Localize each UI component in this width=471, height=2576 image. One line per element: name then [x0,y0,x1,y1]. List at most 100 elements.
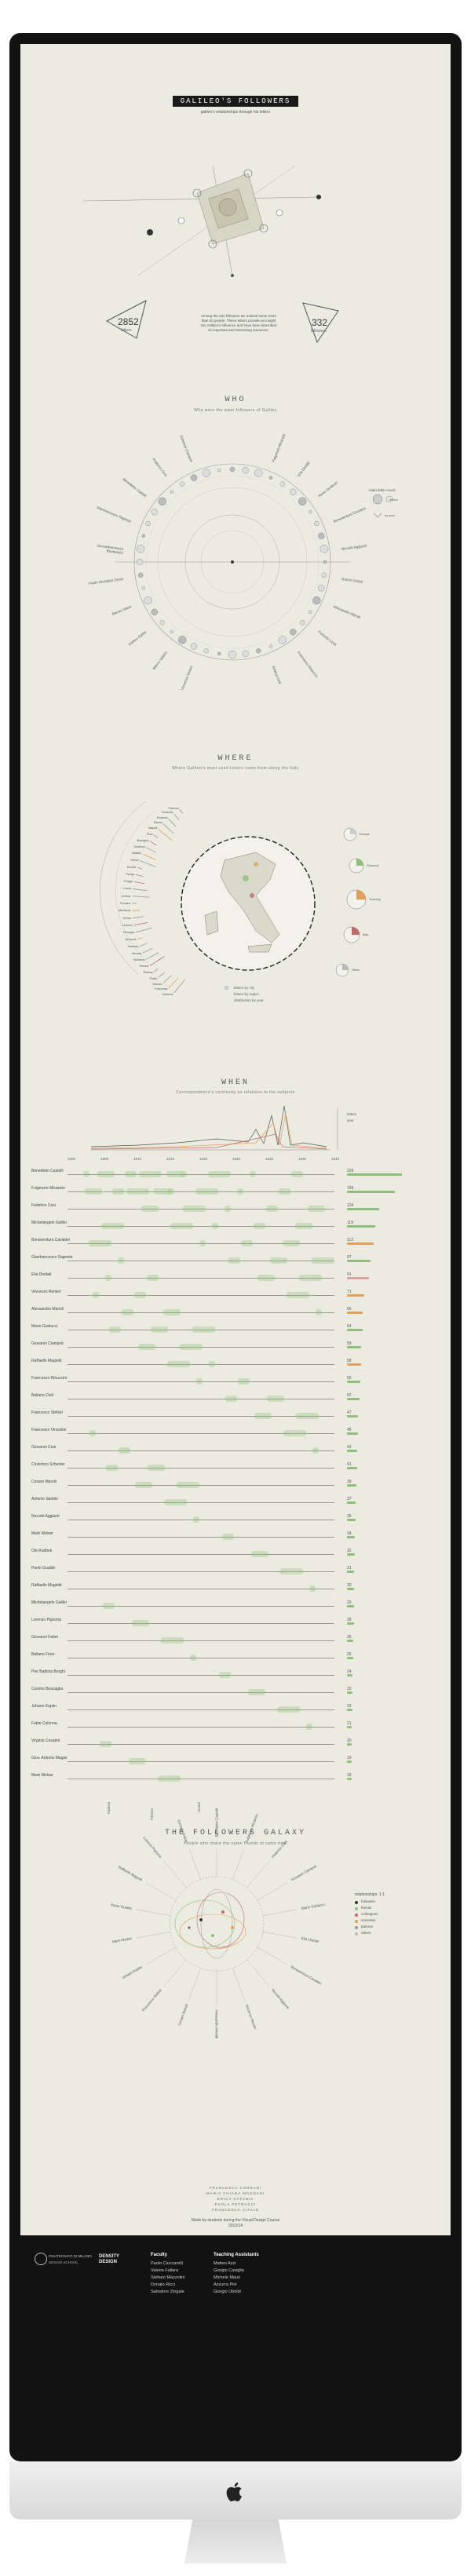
when-activity-band [287,1292,309,1298]
when-activity-band [148,1465,165,1471]
when-row-bar [347,1622,354,1625]
when-row-bar [347,1536,356,1538]
who-follower-dot[interactable] [290,488,297,496]
who-follower-dot[interactable] [228,650,237,659]
when-year-tick: 1620 [199,1157,208,1161]
when-row-bar [347,1191,395,1193]
credit-name: FRANCESCA CORRADI [209,2186,262,2190]
when-row-name: Niccolò Aggiunti [31,1514,60,1519]
who-follower-dot[interactable] [136,558,144,566]
who-follower-dot[interactable] [138,572,144,578]
ta-title: Teaching Assistants [214,2253,259,2257]
when-activity-band [195,1188,218,1195]
who-follower-dot[interactable] [180,481,185,487]
when-activity-band [93,1292,99,1298]
who-follower-dot[interactable] [290,628,297,636]
who-follower-dot[interactable] [279,481,285,487]
when-activity-band [134,1292,146,1298]
when-row-name: Baliano Fiore [31,1652,55,1657]
where-city-bar [132,896,150,898]
when-activity-band [163,1309,181,1315]
who-subtitle: Who were the main followers of Galileo [194,408,277,413]
stat-letters-label: letters [121,328,132,333]
infographic-page[interactable]: GALILEO'S FOLLOWERS galileo's relationsh… [20,44,451,2322]
who-follower-dot[interactable] [256,648,261,654]
where-city-label: Verona [131,950,142,955]
who-follower-dot[interactable] [242,650,249,657]
who-follower-dot[interactable] [145,520,151,527]
when-row-count: 41 [347,1462,352,1467]
when-row-bar [347,1657,353,1659]
when-row-count: 21 [347,1721,352,1726]
when-activity-band [83,1171,89,1177]
who-follower-dot[interactable] [170,629,173,634]
who-follower-dot[interactable] [299,620,305,626]
who-follower-dot[interactable] [309,610,312,614]
when-overview-chart [90,1105,338,1151]
where-city-bar [179,809,183,814]
when-activity-band [270,1257,287,1264]
who-follower-dot[interactable] [229,466,236,473]
who-legend-title: main letter count [369,488,396,492]
when-activity-band [103,1603,115,1609]
who-follower-dot[interactable] [144,596,152,605]
who-follower-dot[interactable] [319,545,328,553]
when-row-name: Johann Kepler [31,1704,57,1709]
who-follower-dot[interactable] [178,636,187,644]
who-follower-dot[interactable] [318,585,325,592]
when-activity-band [279,1188,290,1195]
galaxy-spoke [136,1909,170,1916]
when-row-bar [347,1415,359,1418]
who-follower-dot[interactable] [141,534,145,538]
when-row-name: Virginio Cesarini [31,1739,60,1743]
galaxy-spoke [136,1932,170,1939]
who-follower-dot[interactable] [203,648,209,654]
who-follower-dot[interactable] [312,596,321,605]
when-row-name: Paolo Gualdo [31,1566,56,1571]
where-city-label: Lucca [122,886,132,891]
who-follower-dot[interactable] [158,497,167,505]
where-city-bar [158,972,165,978]
who-follower-dot[interactable] [141,586,145,590]
when-row-count: 229 [347,1169,354,1173]
when-year-tick: 1640 [331,1157,340,1161]
when-activity-band [283,1430,306,1436]
where-legend-item: letters by city [234,986,255,990]
when-activity-band [141,1206,159,1212]
when-row-bar [347,1173,402,1176]
who-follower-dot[interactable] [309,510,312,514]
when-row-bar [347,1450,358,1452]
when-activity-band [166,1171,184,1177]
who-follower-dot[interactable] [314,520,319,527]
who-follower-dot[interactable] [268,476,273,480]
who-follower-dot[interactable] [202,469,210,477]
who-follower-dot[interactable] [217,469,221,473]
when-row-name: Bonaventura Cavalieri [31,1238,71,1242]
who-follower-dot[interactable] [254,469,263,477]
when-activity-band [251,1551,268,1557]
who-follower-dot[interactable] [151,608,158,615]
who-follower-dot[interactable] [190,474,198,481]
who-follower-dot[interactable] [137,545,145,553]
stat-followers-label: followers [311,329,327,334]
who-follower-dot[interactable] [242,467,249,474]
where-city-bar [168,977,179,989]
who-follower-dot[interactable] [268,644,273,648]
when-row-axis [68,1744,334,1745]
who-follower-dot[interactable] [151,509,158,516]
who-follower-dot[interactable] [278,636,287,644]
who-follower-dot[interactable] [217,651,221,655]
who-legend-item: by year [385,513,396,517]
who-follower-dot[interactable] [159,620,166,626]
when-row-axis [68,1347,334,1348]
who-follower-dot[interactable] [323,560,327,564]
who-follower-dot[interactable] [170,490,173,494]
who-follower-dot[interactable] [298,497,307,505]
who-follower-dot[interactable] [321,572,327,578]
when-activity-band [238,1378,250,1385]
stat-letters-value: 2852 [118,316,139,327]
who-follower-dot[interactable] [190,643,198,650]
when-activity-band [222,1534,234,1540]
who-follower-dot[interactable] [318,532,325,539]
when-row-bar [347,1674,353,1677]
